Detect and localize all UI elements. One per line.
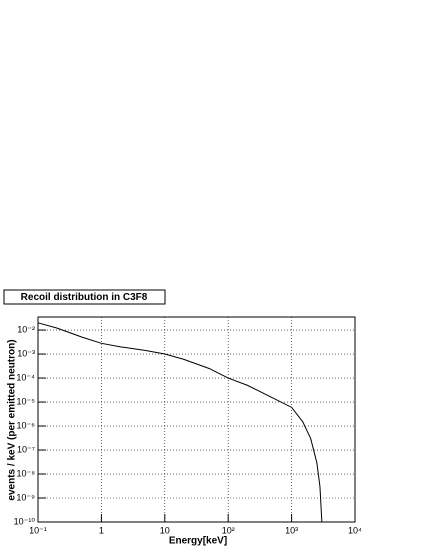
- y-tick-label: 10⁻⁶: [17, 420, 36, 430]
- x-tick-label: 10: [160, 525, 170, 535]
- y-tick-label: 10⁻³: [17, 348, 35, 358]
- y-tick-label: 10⁻⁵: [17, 396, 36, 406]
- y-tick-label: 10⁻⁴: [16, 372, 35, 382]
- y-axis-label: events / keV (per emitted neutron): [7, 339, 18, 500]
- data-line: [37, 322, 323, 523]
- y-tick-label: 10⁻¹⁰: [14, 516, 36, 526]
- y-tick-label: 10⁻⁷: [17, 444, 35, 454]
- x-axis-label: Energy[keV]: [169, 536, 227, 547]
- title-box: [3, 289, 166, 305]
- y-tick-label: 10⁻⁹: [16, 492, 35, 502]
- x-tick-label: 10⁴: [348, 525, 362, 535]
- x-tick-label: 10²: [222, 525, 235, 535]
- y-tick-label: 10⁻²: [17, 324, 35, 334]
- plot-frame: [37, 316, 356, 523]
- y-tick-label: 10⁻⁸: [16, 468, 35, 478]
- x-tick-label: 1: [99, 525, 104, 535]
- chart-title: Recoil distribution in C3F8: [21, 292, 148, 303]
- x-tick-label: 10⁻¹: [29, 525, 47, 535]
- x-tick-label: 10³: [285, 525, 298, 535]
